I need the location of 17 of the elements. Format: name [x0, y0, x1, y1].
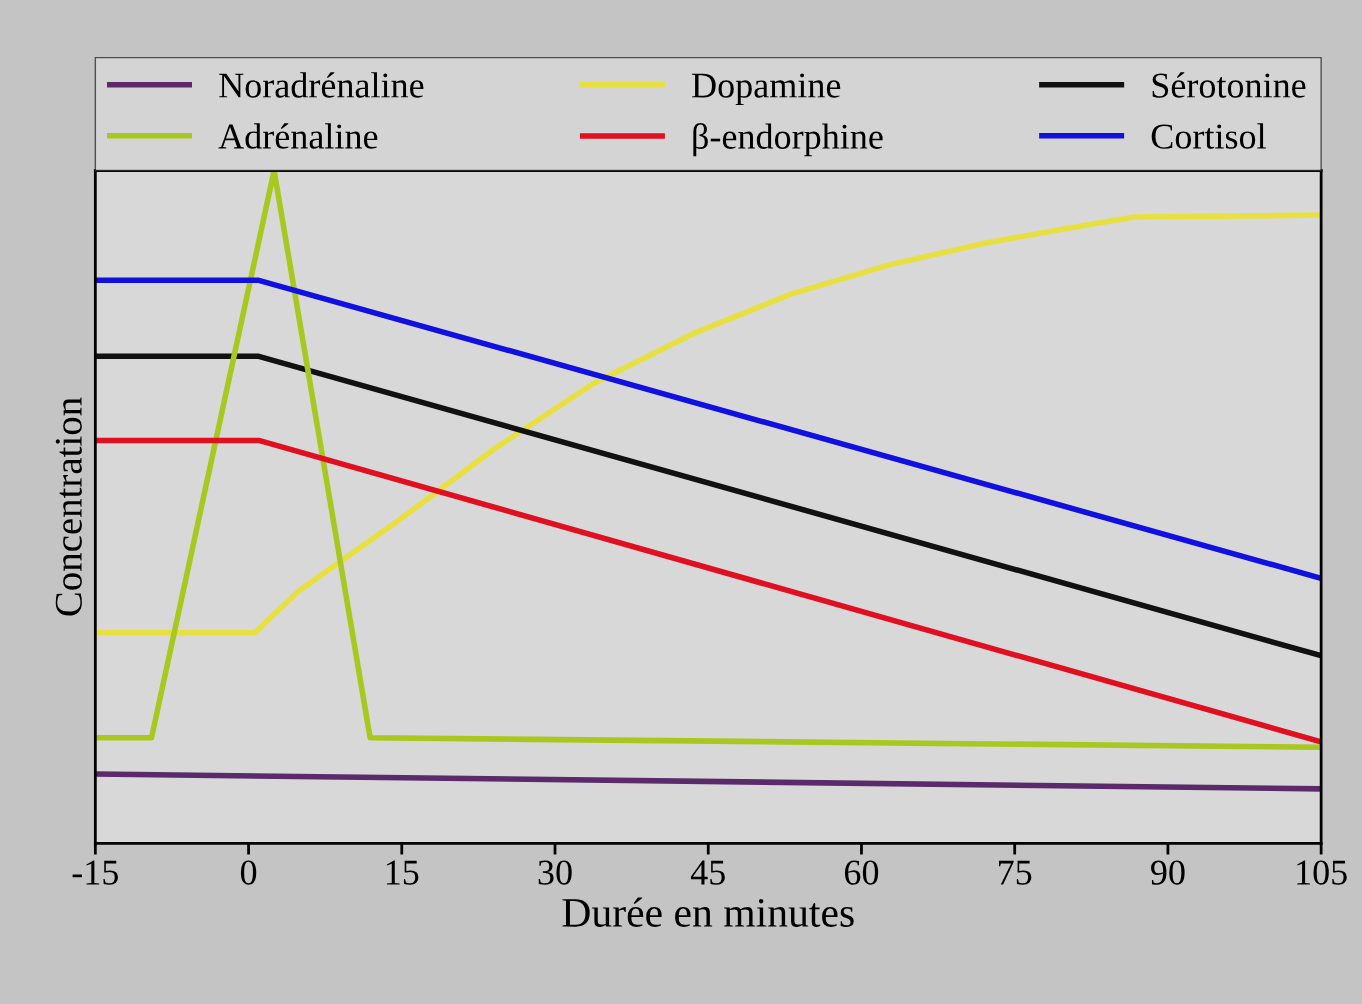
- x-tick-label: 0: [240, 860, 257, 885]
- x-tick-label: 30: [538, 860, 572, 885]
- legend-label: β-endorphine: [693, 123, 883, 157]
- legend-label: Sérotonine: [1152, 72, 1306, 98]
- x-axis-title: Durée en minutes: [562, 897, 854, 927]
- legend-label: Noradrénaline: [219, 72, 424, 98]
- legend-label: Adrénaline: [218, 123, 378, 149]
- x-tick-label: -15: [72, 860, 118, 885]
- x-tick-label: 105: [1297, 860, 1347, 885]
- x-tick-label: 90: [1151, 860, 1185, 885]
- x-tick-label: 60: [844, 860, 879, 885]
- y-axis-title: Concentration: [55, 397, 82, 616]
- legend-label: Dopamine: [692, 73, 841, 106]
- legend-label: Cortisol: [1151, 123, 1266, 149]
- x-tick-label: 15: [386, 860, 419, 885]
- x-tick-label: 75: [999, 860, 1032, 885]
- x-tick-label: 45: [690, 860, 725, 885]
